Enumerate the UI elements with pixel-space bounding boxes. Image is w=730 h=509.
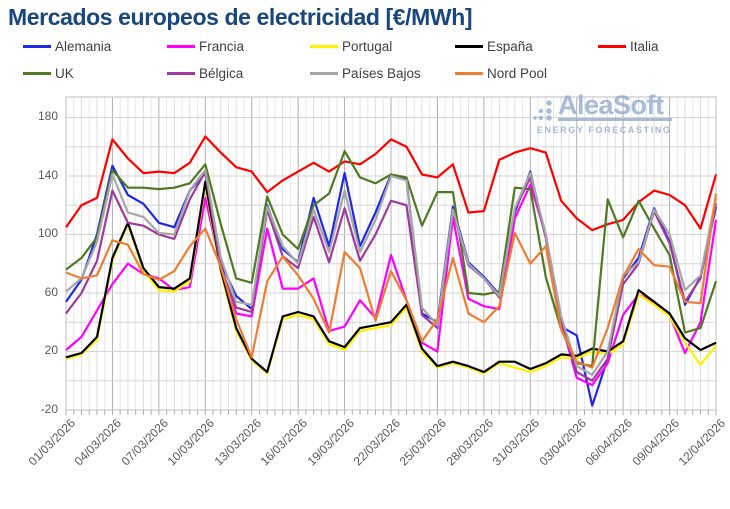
legend-item-uk: UK <box>23 65 74 81</box>
y-axis-tick-label: 180 <box>37 109 58 124</box>
series-line-uk <box>65 150 718 368</box>
series-line-italia <box>65 135 718 232</box>
legend-item-alemania: Alemania <box>23 38 111 54</box>
legend-swatch <box>455 44 483 48</box>
legend-swatch <box>310 44 338 48</box>
logo-tagline: ENERGY FORECASTING <box>536 125 672 135</box>
legend-label: Italia <box>630 38 659 54</box>
legend-label: Bélgica <box>199 65 244 81</box>
legend-item-españa: España <box>455 38 533 54</box>
series-line-países-bajos <box>65 169 718 376</box>
legend-item-bélgica: Bélgica <box>167 65 243 81</box>
legend-label: Nord Pool <box>487 65 548 81</box>
legend-item-nord-pool: Nord Pool <box>455 65 547 81</box>
legend-swatch <box>167 44 195 48</box>
legend-label: Alemania <box>55 38 112 54</box>
logo-name: AleaSoft <box>558 92 672 121</box>
legend-label: Francia <box>199 38 245 54</box>
y-axis-tick-label: 60 <box>44 284 58 299</box>
legend-label: UK <box>55 65 74 81</box>
y-axis-tick-label: 140 <box>37 167 58 182</box>
y-axis-tick-label: -20 <box>40 402 58 416</box>
legend-label: Portugal <box>342 38 393 54</box>
series-line-bélgica <box>65 170 718 382</box>
chart-title: Mercados europeos de electricidad [€/MWh… <box>8 4 473 30</box>
logo-dots-icon <box>533 100 552 121</box>
legend-item-países-bajos: Países Bajos <box>310 65 421 81</box>
legend-label: España <box>487 38 533 54</box>
legend-swatch <box>23 71 51 75</box>
legend-label: Países Bajos <box>342 65 421 81</box>
series-line-francia <box>65 183 718 387</box>
legend-item-italia: Italia <box>598 38 659 54</box>
legend-item-portugal: Portugal <box>310 38 392 54</box>
legend-item-francia: Francia <box>167 38 244 54</box>
y-axis-tick-label: 100 <box>37 226 58 241</box>
y-axis-tick-label: 20 <box>44 343 58 358</box>
aleasoft-logo: AleaSoft ENERGY FORECASTING <box>532 92 672 135</box>
series-line-nord-pool <box>65 193 718 369</box>
legend-swatch <box>598 44 626 48</box>
legend-swatch <box>455 71 483 75</box>
legend-swatch <box>167 71 195 75</box>
legend-swatch <box>310 71 338 75</box>
plot-border <box>65 96 717 411</box>
legend-swatch <box>23 44 51 48</box>
